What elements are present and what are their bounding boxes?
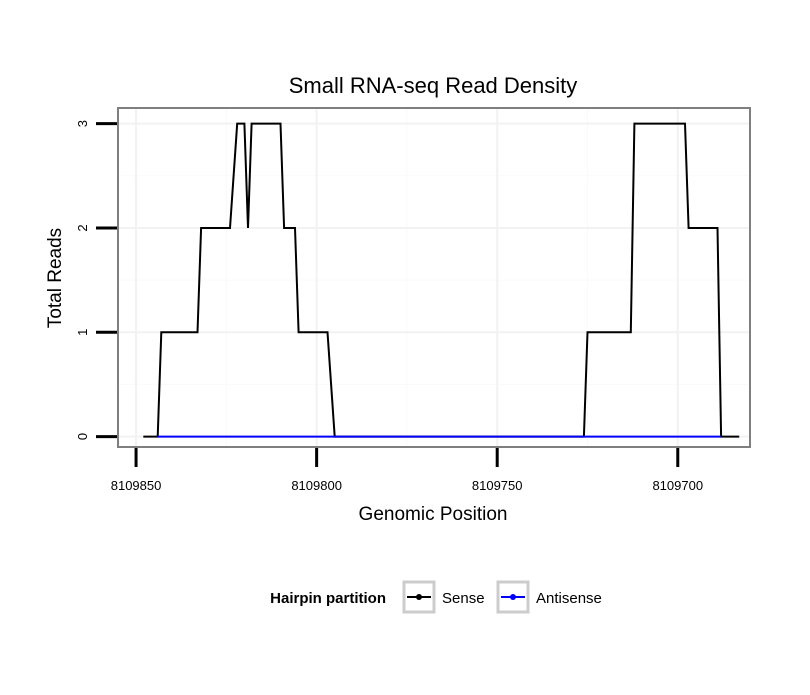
x-axis: 8109850 8109800 8109750 8109700 [111, 448, 703, 493]
x-tick-label: 8109850 [111, 478, 162, 493]
legend-item-antisense: Antisense [496, 580, 602, 614]
x-axis-label: Genomic Position [359, 504, 508, 525]
legend-label-antisense: Antisense [536, 590, 602, 607]
legend-title: Hairpin partition [270, 590, 386, 607]
chart-title: Small RNA-seq Read Density [289, 73, 578, 98]
y-tick-label: 2 [75, 224, 90, 231]
x-tick-label: 8109800 [291, 478, 342, 493]
plot-panel [117, 107, 751, 448]
legend-point-antisense [510, 594, 516, 600]
y-axis-label: Total Reads [45, 228, 66, 328]
series-layer [143, 122, 740, 438]
series-line-sense [143, 122, 740, 438]
y-tick-label: 3 [75, 120, 90, 127]
x-tick-label: 8109750 [472, 478, 523, 493]
legend-item-sense: Sense [402, 580, 485, 614]
y-axis: 0 1 2 3 [75, 120, 117, 440]
y-tick-label: 1 [75, 329, 90, 336]
legend-point-sense [416, 594, 422, 600]
legend: Hairpin partition Sense Antisense [270, 580, 602, 614]
legend-label-sense: Sense [442, 590, 485, 607]
y-tick-label: 0 [75, 433, 90, 440]
x-tick-label: 8109700 [652, 478, 703, 493]
